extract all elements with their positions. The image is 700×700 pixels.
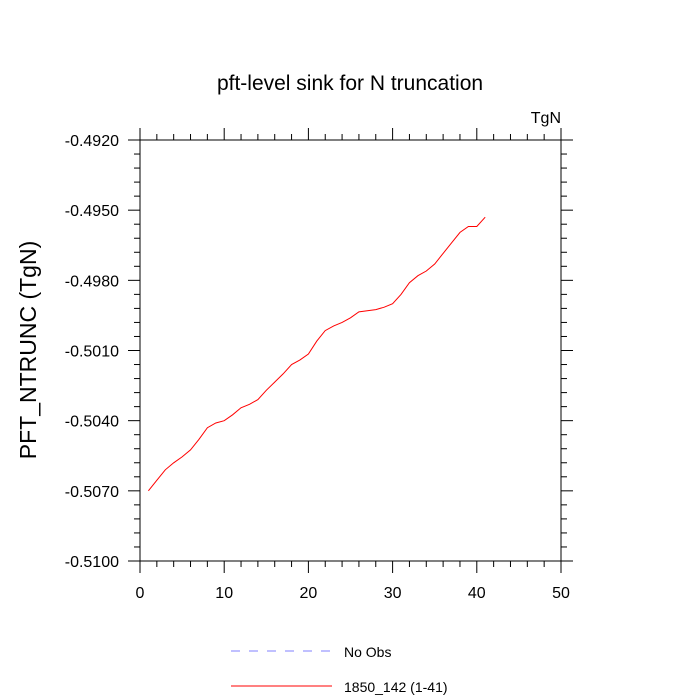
y-tick-label: -0.5100 (65, 554, 119, 571)
x-tick-labels: 0 10 20 30 40 50 (136, 585, 570, 602)
chart-title: pft-level sink for N truncation (217, 72, 483, 95)
x-tick-label: 10 (215, 585, 233, 602)
x-tick-label: 50 (552, 585, 570, 602)
ticks-layer (128, 128, 573, 573)
y-tick-label: -0.4950 (65, 203, 119, 220)
y-tick-labels: -0.5100 -0.5070 -0.5040 -0.5010 -0.4980 -0.49… (65, 133, 119, 571)
y-axis-label: PFT_NTRUNC (TgN) (15, 241, 41, 460)
legend-label-0: 1850_142 (1-41) (344, 679, 448, 695)
legend: No Obs 1850_142 (1-41) (231, 644, 448, 695)
plot-frame (139, 139, 562, 562)
series-line-0 (148, 216, 486, 492)
x-tick-label: 30 (384, 585, 402, 602)
y-tick-label: -0.5070 (65, 484, 119, 501)
series-layer (148, 216, 486, 492)
y-tick-label: -0.4920 (65, 133, 119, 150)
units-label: TgN (531, 110, 561, 127)
x-tick-label: 20 (300, 585, 318, 602)
y-tick-label: -0.4980 (65, 273, 119, 290)
legend-label-1: No Obs (344, 644, 391, 660)
y-tick-label: -0.5010 (65, 344, 119, 361)
x-tick-label: 0 (136, 585, 145, 602)
x-tick-label: 40 (468, 585, 486, 602)
y-tick-label: -0.5040 (65, 414, 119, 431)
